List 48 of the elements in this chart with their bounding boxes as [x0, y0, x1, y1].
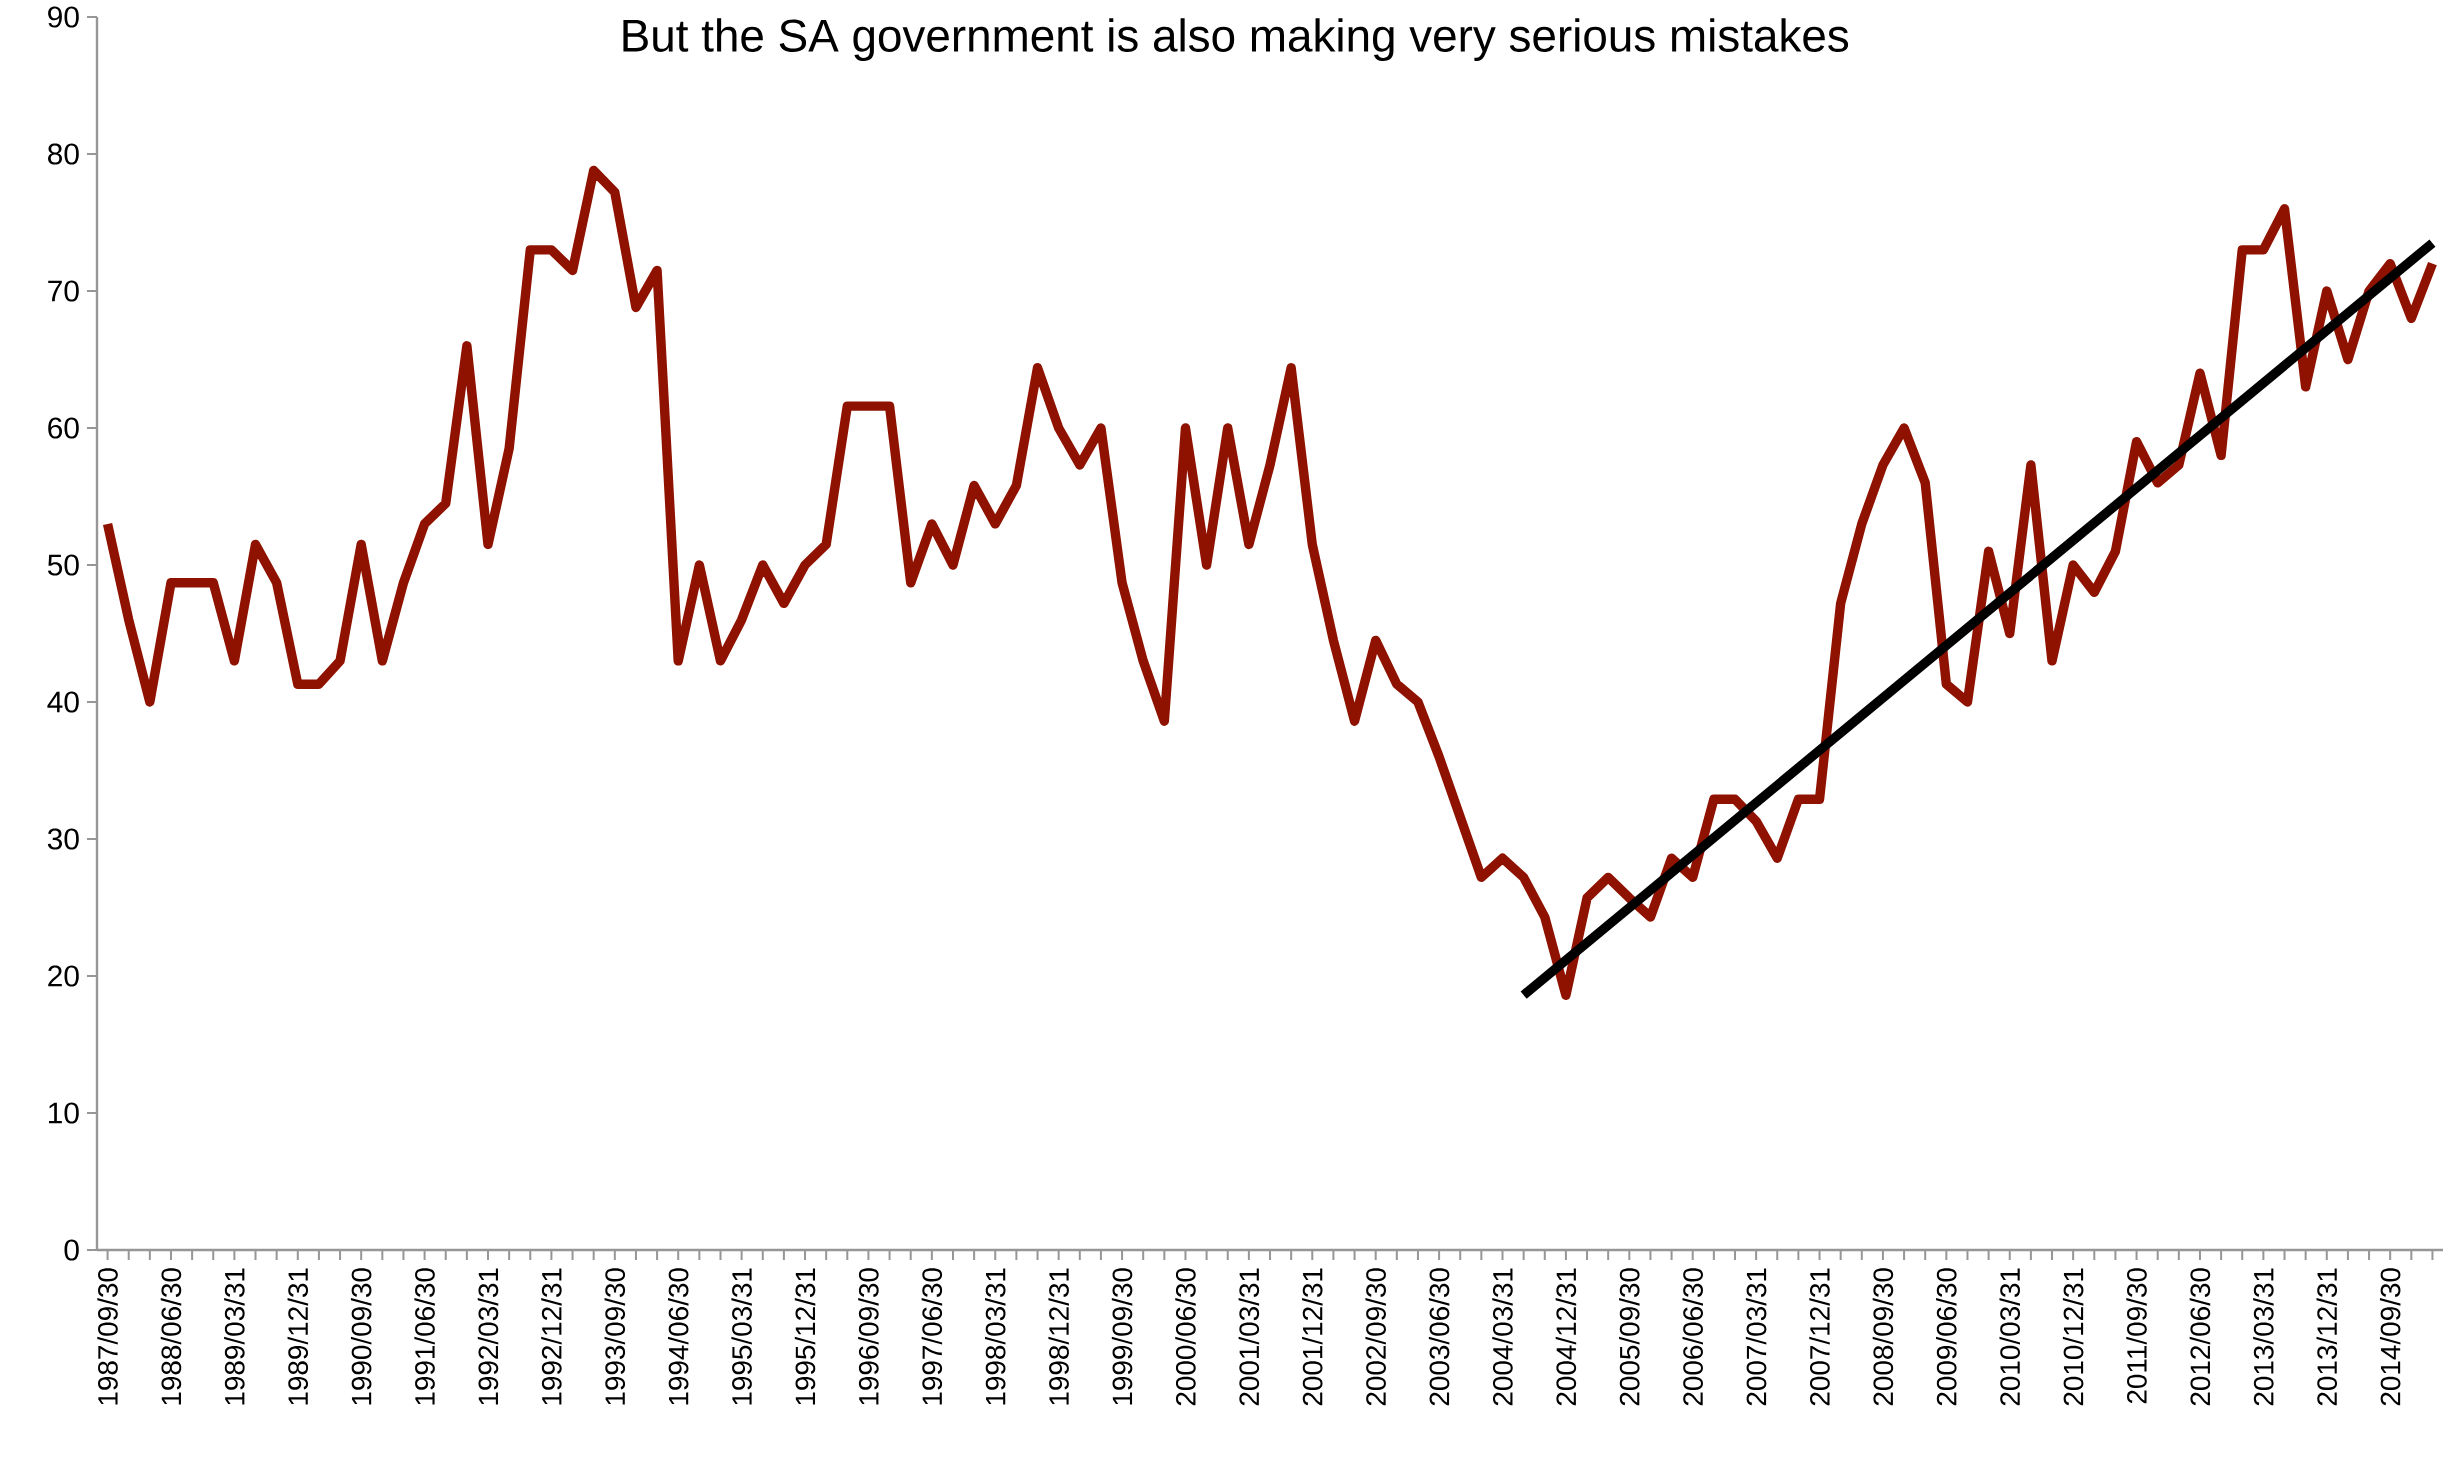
- x-tick-label: 2010/03/31: [1999, 1268, 2020, 1406]
- x-tick-label: 2013/12/31: [2316, 1268, 2338, 1406]
- x-tick-label: 1992/03/31: [477, 1268, 499, 1405]
- x-tick-label: 1989/12/31: [287, 1268, 309, 1405]
- x-tick-label: 1998/12/31: [1048, 1268, 1069, 1405]
- x-tick-label: 1993/09/30: [604, 1268, 626, 1405]
- x-tick-label: 2002/09/30: [1365, 1268, 1386, 1406]
- x-tick-label: 1990/09/30: [350, 1268, 372, 1405]
- x-tick-label: 2004/03/31: [1492, 1268, 1513, 1406]
- x-tick-label: 1995/12/31: [794, 1268, 816, 1405]
- x-tick-label: 1991/06/30: [414, 1268, 435, 1405]
- x-tick-label: 1987/09/30: [97, 1268, 118, 1405]
- x-tick-label: 2013/03/31: [2253, 1268, 2274, 1406]
- x-tick-label: 1995/03/31: [731, 1268, 752, 1405]
- x-tick-label: 2000/06/30: [1175, 1268, 1196, 1406]
- x-tick-label: 2007/12/31: [1809, 1268, 1830, 1406]
- x-tick-label: 2012/06/30: [2189, 1268, 2211, 1406]
- x-tick-label: 2007/03/31: [1745, 1268, 1767, 1406]
- x-tick-label: 1998/03/31: [985, 1268, 1006, 1405]
- x-tick-label: 2011/09/30: [2126, 1268, 2147, 1404]
- x-tick-label: 1999/09/30: [1111, 1268, 1133, 1405]
- x-tick-label: 1992/12/31: [541, 1268, 562, 1405]
- x-tick-label: 1989/03/31: [224, 1268, 245, 1405]
- x-tick-label: 2001/03/31: [1238, 1268, 1260, 1406]
- x-tick-label: 2006/06/30: [1682, 1268, 1703, 1406]
- y-tick-label: 70: [48, 280, 79, 302]
- x-tick-label: 2001/12/31: [1302, 1268, 1323, 1406]
- x-tick-label: 2004/12/31: [1555, 1268, 1577, 1406]
- y-tick-label: 40: [47, 691, 79, 713]
- x-tick-label: 2005/09/30: [1619, 1268, 1640, 1406]
- x-tick-label: 1997/06/30: [921, 1268, 943, 1405]
- x-tick-label: 2010/12/31: [2062, 1268, 2084, 1406]
- x-tick-label: 1988/06/30: [160, 1268, 182, 1405]
- y-tick-label: 80: [48, 143, 79, 165]
- y-tick-label: 30: [47, 828, 79, 850]
- y-tick-label: 50: [47, 554, 79, 576]
- x-tick-label: 2003/06/30: [1428, 1268, 1450, 1406]
- y-tick-label: 0: [64, 1239, 79, 1261]
- x-tick-label: 1994/06/30: [667, 1268, 689, 1405]
- y-tick-label: 60: [48, 417, 79, 439]
- y-tick-label: 90: [48, 6, 79, 28]
- x-tick-label: 2009/06/30: [1936, 1268, 1957, 1406]
- chart-title: But the SA government is also making very serious mistakes: [623, 18, 1849, 61]
- x-tick-label: 2014/09/30: [2379, 1268, 2401, 1406]
- y-tick-label: 20: [48, 965, 79, 987]
- y-tick-label: 10: [49, 1102, 79, 1124]
- x-tick-label: 1996/09/30: [858, 1268, 879, 1405]
- x-tick-label: 2008/09/30: [1872, 1268, 1894, 1406]
